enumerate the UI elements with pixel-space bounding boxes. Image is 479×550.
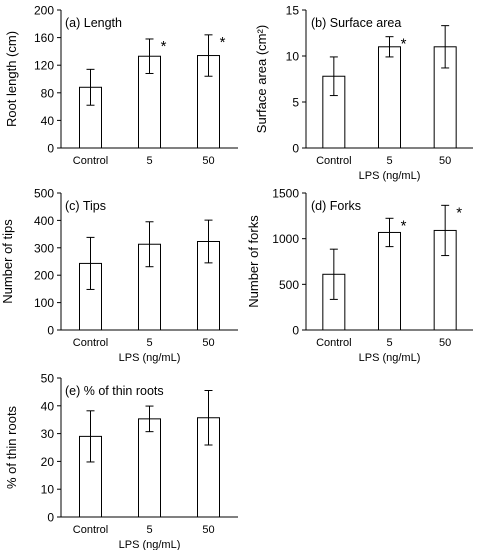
y-tick-label: 200 [34,269,54,283]
y-tick-label: 0 [47,511,54,525]
y-tick-label: 50 [41,372,55,386]
x-tick-label: 50 [439,337,451,349]
y-tick-label: 120 [34,59,54,73]
panel-title: (c) Tips [65,199,106,213]
significance-marker: * [401,36,407,53]
y-tick-label: 40 [41,114,55,128]
x-tick-label: 5 [386,155,392,167]
y-axis-label: Root length (cm) [4,31,19,127]
y-tick-label: 100 [34,296,54,310]
y-tick-label: 40 [41,399,55,413]
x-tick-label: 50 [202,524,214,536]
y-axis-label: Number of forks [246,215,261,308]
panel-title: (b) Surface area [311,16,401,30]
x-axis-label: LPS (ng/mL) [119,352,181,364]
panel-title: (e) % of thin roots [65,384,164,398]
x-tick-label: Control [73,524,108,536]
y-axis-label: Number of tips [0,219,15,304]
significance-marker: * [401,217,407,234]
y-tick-label: 500 [34,187,54,201]
panel-tips: 0 100 200 300 400 500 Control 5 50 LPS (ng/mL) Num… [0,187,238,364]
x-tick-label: Control [316,337,351,349]
panel-forks: 0 500 1000 1500 Control * 5 * 50 LPS (ng/mL) Numbe… [246,187,473,364]
y-axis-label: % of thin roots [4,405,19,489]
panel-surface-area: 0 5 10 15 Control * 5 50 LPS (ng/mL) Surface area… [254,4,473,182]
y-tick-label: 0 [292,324,299,338]
y-tick-label: 1500 [272,187,299,201]
bar [138,418,161,518]
y-tick-label: 80 [41,86,55,100]
x-tick-label: 5 [146,524,152,536]
y-tick-label: 10 [286,50,300,64]
significance-marker: * [220,34,226,51]
y-tick-label: 160 [34,31,54,45]
bar [378,46,401,149]
y-tick-label: 300 [34,241,54,255]
y-tick-label: 200 [34,4,54,18]
x-tick-label: 5 [146,337,152,349]
y-tick-label: 30 [41,427,55,441]
x-tick-label: 50 [202,337,214,349]
panel-title: (d) Forks [311,199,361,213]
y-tick-label: 0 [292,142,299,156]
significance-marker: * [161,38,167,55]
x-tick-label: 50 [202,155,214,167]
y-axis-label: Surface area (cm²) [254,25,269,133]
x-tick-label: 50 [439,155,451,167]
x-axis-label: LPS (ng/mL) [359,352,421,364]
y-tick-label: 1000 [272,232,299,246]
x-tick-label: 5 [386,337,392,349]
y-tick-label: 400 [34,214,54,228]
x-tick-label: Control [73,337,108,349]
y-tick-label: 15 [286,4,300,18]
x-tick-label: 5 [146,155,152,167]
x-tick-label: Control [73,155,108,167]
panel-title: (a) Length [65,16,122,30]
y-tick-label: 5 [292,96,299,110]
y-tick-label: 0 [47,324,54,338]
y-tick-label: 500 [279,278,299,292]
y-tick-label: 20 [41,455,55,469]
panel-length: 0 40 80 120 160 200 Control * 5 * 50 Root length (c… [4,4,238,167]
significance-marker: * [456,204,462,221]
y-tick-label: 0 [47,142,54,156]
panel-thin-roots: 0 10 20 30 40 50 Control 5 50 LPS (ng/mL) % of thi… [4,372,238,550]
y-tick-label: 10 [41,483,55,497]
x-tick-label: Control [316,155,351,167]
x-axis-label: LPS (ng/mL) [359,170,421,182]
x-axis-label: LPS (ng/mL) [119,539,181,550]
